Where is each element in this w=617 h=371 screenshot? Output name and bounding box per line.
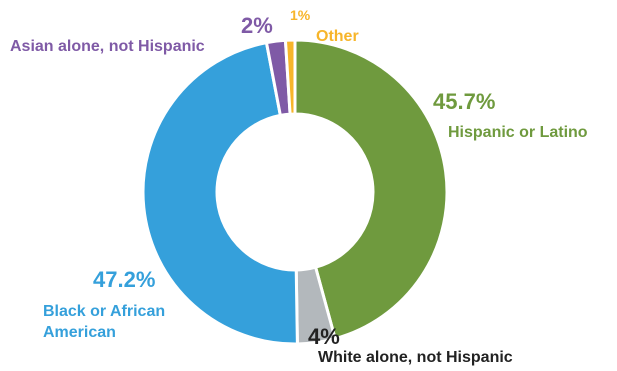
slice-black-or-african-american	[141, 41, 299, 346]
black-name-line2-label: American	[43, 324, 116, 341]
asian-name-label: Asian alone, not Hispanic	[10, 38, 205, 55]
hispanic-name-label: Hispanic or Latino	[448, 124, 588, 141]
slice-hispanic-or-latino	[293, 38, 449, 341]
asian-percent-label: 2%	[241, 13, 273, 38]
black-name-line1-label: Black or African	[43, 303, 166, 320]
slice-other	[283, 38, 297, 116]
black-percent-label: 47.2%	[93, 267, 156, 292]
white-percent-label: 4%	[308, 324, 340, 349]
other-percent-label: 1%	[290, 7, 311, 23]
hispanic-percent-label: 45.7%	[433, 89, 496, 114]
white-name-label: White alone, not Hispanic	[318, 349, 513, 366]
other-name-label: Other	[316, 28, 359, 45]
